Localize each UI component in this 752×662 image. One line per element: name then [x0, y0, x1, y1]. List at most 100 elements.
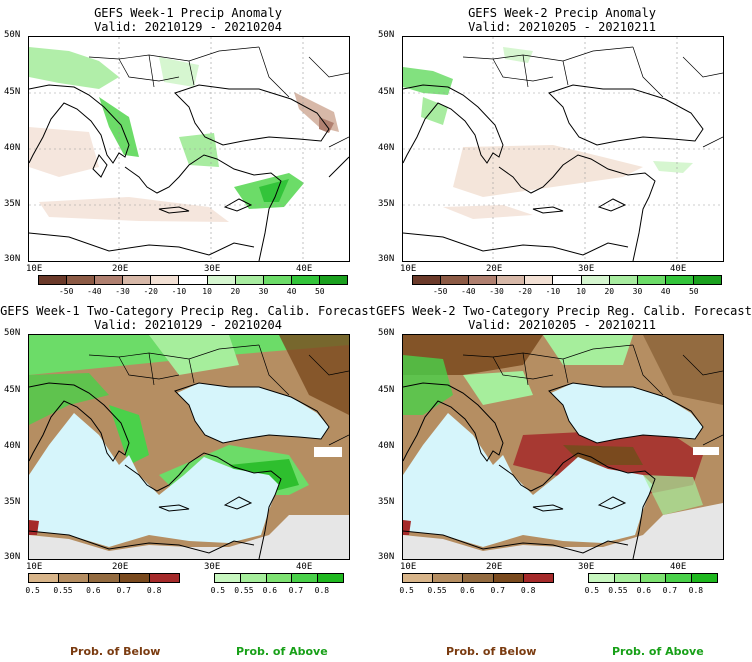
- colorbar-tick-label: 0.5: [25, 586, 40, 595]
- colorbar-tick-label: -40: [461, 287, 476, 296]
- p2-lat-35: 35N: [378, 199, 395, 209]
- panel2-valid: Valid: 20210205 - 20210211: [468, 20, 656, 34]
- p1-lon-40: 40E: [296, 264, 313, 274]
- prob-below-label-right: Prob. of Below: [446, 645, 537, 658]
- colorbar-tick-label: 0.55: [427, 586, 447, 595]
- colorbar-tick-label: 0.6: [262, 586, 278, 595]
- anomaly-colorbar-week1: [38, 275, 348, 285]
- colorbar-tick-label: 40: [286, 287, 297, 296]
- colorbar-tick-label: 0.7: [116, 586, 131, 595]
- colorbar-swatch: [609, 276, 638, 284]
- panel2-title: GEFS Week-2 Precip Anomaly: [468, 6, 656, 20]
- colorbar-tick-label: 0.8: [520, 586, 536, 595]
- p3-lat-45: 45N: [4, 385, 21, 395]
- colorbar-tick-label: 0.6: [636, 586, 652, 595]
- colorbar-tick-label: -30: [489, 287, 504, 296]
- colorbar-tick-label: 0.5: [210, 586, 226, 595]
- colorbar-swatch: [523, 574, 554, 582]
- colorbar-swatch: [463, 574, 494, 582]
- colorbar-swatch: [292, 574, 319, 582]
- colorbar-tick-label: 0.7: [662, 586, 678, 595]
- colorbar-tick-label: 0.6: [460, 586, 475, 595]
- colorbar-swatch: [266, 574, 293, 582]
- colorbar-swatch: [149, 574, 180, 582]
- p2-lat-40: 40N: [378, 143, 395, 153]
- p4-lat-40: 40N: [378, 441, 395, 451]
- panel4-title: GEFS Week-2 Two-Category Precip Reg. Cal…: [376, 304, 752, 318]
- prob-map-week1: [28, 334, 350, 560]
- colorbar-tick-label: -50: [432, 287, 448, 296]
- colorbar-swatch: [433, 574, 464, 582]
- colorbar-tick-label: 10: [202, 287, 212, 296]
- p3-lon-30: 30E: [204, 562, 221, 572]
- colorbar-swatch: [240, 574, 267, 582]
- p3-lat-40: 40N: [4, 441, 21, 451]
- colorbar-swatch: [291, 276, 320, 284]
- p1-lon-20: 20E: [112, 264, 129, 274]
- colorbar-swatch: [497, 276, 526, 284]
- colorbar-tick-label: 0.5: [399, 586, 414, 595]
- colorbar-tick-label: -10: [171, 287, 187, 296]
- colorbar-tick-label: 50: [314, 287, 325, 296]
- prob-above-label-left: Prob. of Above: [236, 645, 328, 658]
- anomaly-colorbar-week2: [412, 275, 722, 285]
- panel3-title: GEFS Week-1 Two-Category Precip Reg. Cal…: [0, 304, 376, 318]
- colorbar-tick-label: 0.55: [608, 586, 628, 595]
- colorbar-swatch: [215, 574, 241, 582]
- colorbar-swatch: [692, 574, 717, 582]
- colorbar-tick-label: -50: [58, 287, 74, 296]
- colorbar-tick-label: 0.55: [234, 586, 254, 595]
- colorbar-tick-label: 30: [632, 287, 643, 296]
- below-colorbar-week2: [402, 573, 554, 583]
- panel4-valid: Valid: 20210205 - 20210211: [468, 318, 656, 332]
- colorbar-tick-label: -20: [143, 287, 158, 296]
- colorbar-swatch: [525, 276, 554, 284]
- colorbar-swatch: [89, 574, 120, 582]
- p4-lat-35: 35N: [378, 497, 395, 507]
- prob-map-week2: [402, 334, 724, 560]
- p3-lat-50: 50N: [4, 328, 21, 338]
- colorbar-tick-label: 10: [576, 287, 586, 296]
- p1-lat-30: 30N: [4, 254, 21, 264]
- colorbar-tick-label: 0.8: [146, 586, 162, 595]
- p2-lat-30: 30N: [378, 254, 395, 264]
- colorbar-swatch: [469, 276, 498, 284]
- p2-lon-30: 30E: [578, 264, 595, 274]
- colorbar-tick-label: 20: [604, 287, 615, 296]
- colorbar-tick-label: -20: [517, 287, 532, 296]
- anomaly-map-week1: [28, 36, 350, 262]
- colorbar-swatch: [318, 574, 343, 582]
- colorbar-tick-label: 0.8: [314, 586, 330, 595]
- panel3-valid: Valid: 20210129 - 20210204: [94, 318, 282, 332]
- above-colorbar-week2: [588, 573, 718, 583]
- p1-lat-45: 45N: [4, 87, 21, 97]
- prob-below-label-left: Prob. of Below: [70, 645, 161, 658]
- colorbar-swatch: [493, 574, 524, 582]
- p2-lon-40: 40E: [670, 264, 687, 274]
- prob-above-label-right: Prob. of Above: [612, 645, 704, 658]
- p1-lon-30: 30E: [204, 264, 221, 274]
- p4-lat-45: 45N: [378, 385, 395, 395]
- colorbar-tick-label: 0.7: [288, 586, 304, 595]
- colorbar-tick-label: 0.6: [86, 586, 101, 595]
- colorbar-swatch: [59, 574, 90, 582]
- colorbar-tick-label: 40: [660, 287, 671, 296]
- colorbar-swatch: [95, 276, 124, 284]
- below-colorbar-week1: [28, 573, 180, 583]
- colorbar-swatch: [413, 276, 442, 284]
- p1-lat-35: 35N: [4, 199, 21, 209]
- colorbar-swatch: [637, 276, 666, 284]
- p2-lat-45: 45N: [378, 87, 395, 97]
- colorbar-swatch: [179, 276, 208, 284]
- colorbar-swatch: [263, 276, 292, 284]
- p4-lon-40: 40E: [670, 562, 687, 572]
- p3-lon-10: 10E: [26, 562, 43, 572]
- colorbar-tick-label: 0.8: [688, 586, 704, 595]
- p4-lat-50: 50N: [378, 328, 395, 338]
- p2-lat-50: 50N: [378, 30, 395, 40]
- colorbar-swatch: [640, 574, 667, 582]
- colorbar-tick-label: 0.5: [584, 586, 600, 595]
- colorbar-swatch: [403, 574, 434, 582]
- p4-lon-20: 20E: [486, 562, 503, 572]
- colorbar-swatch: [207, 276, 236, 284]
